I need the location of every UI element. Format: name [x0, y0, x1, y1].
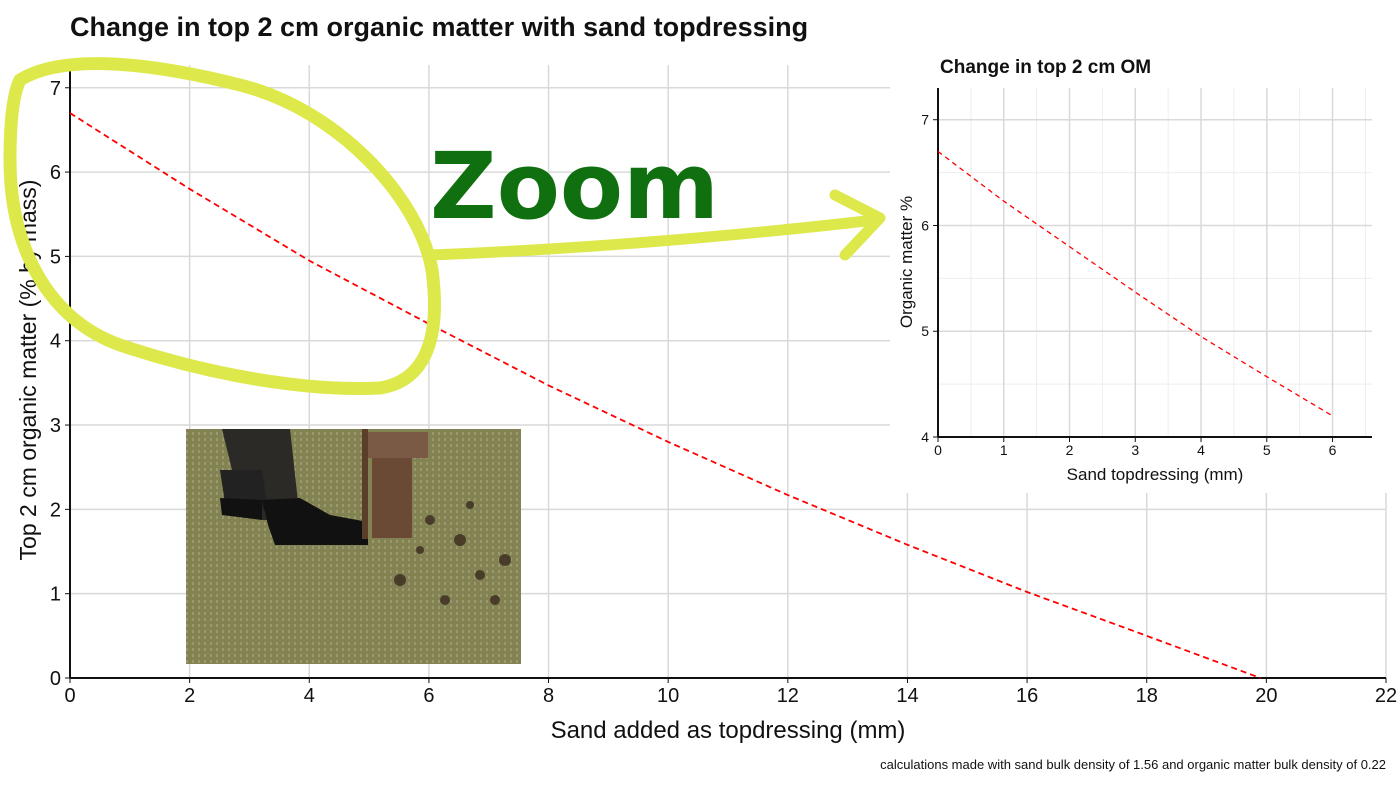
inset-x-tick-label: 4	[1197, 442, 1205, 458]
inset-x-tick-label: 2	[1066, 442, 1074, 458]
zoom-annotation: Zoom	[3, 57, 886, 395]
zoom-text: Zoom	[430, 133, 719, 240]
inset-x-tick-label: 1	[1000, 442, 1008, 458]
main-x-tick-label: 12	[777, 685, 799, 707]
main-x-tick-label: 6	[423, 685, 434, 707]
inset-title: Change in top 2 cm OM	[940, 57, 1151, 78]
inset-x-tick-label: 0	[934, 442, 942, 458]
main-y-tick-label: 4	[50, 331, 61, 353]
inset-y-tick-label: 5	[921, 323, 929, 339]
main-y-tick-label: 1	[50, 584, 61, 606]
inset-series-line	[937, 150, 1333, 417]
main-x-tick-label: 20	[1255, 685, 1277, 707]
turf-aeration-photo	[186, 429, 521, 664]
main-x-tick-label: 0	[64, 685, 75, 707]
main-series-line	[69, 112, 1261, 679]
main-x-tick-label: 8	[543, 685, 554, 707]
inset-x-tick-label: 3	[1131, 442, 1139, 458]
inset-y-label: Organic matter %	[897, 196, 916, 328]
main-x-tick-label: 18	[1136, 685, 1158, 707]
inset-y-tick-label: 6	[921, 217, 929, 233]
main-y-tick-label: 0	[50, 668, 61, 690]
main-x-label: Sand added as topdressing (mm)	[551, 717, 906, 744]
main-x-tick-label: 14	[896, 685, 918, 707]
inset-y-tick-label: 4	[921, 429, 929, 445]
caption: calculations made with sand bulk density…	[880, 757, 1386, 772]
inset-x-tick-label: 6	[1329, 442, 1337, 458]
main-x-tick-label: 2	[184, 685, 195, 707]
main-x-tick-label: 4	[304, 685, 315, 707]
highlight-ellipse	[3, 57, 441, 395]
arrow-icon	[424, 189, 886, 261]
main-y-tick-label: 7	[50, 78, 61, 100]
main-y-tick-label: 5	[50, 246, 61, 268]
main-y-tick-label: 6	[50, 162, 61, 184]
main-x-tick-label: 16	[1016, 685, 1038, 707]
main-y-tick-label: 2	[50, 499, 61, 521]
main-title: Change in top 2 cm organic matter with s…	[70, 12, 808, 42]
main-x-tick-label: 10	[657, 685, 679, 707]
main-x-tick-label: 22	[1375, 685, 1397, 707]
inset-y-tick-label: 7	[921, 112, 929, 128]
inset-x-label: Sand topdressing (mm)	[1067, 465, 1244, 484]
inset-x-tick-label: 5	[1263, 442, 1271, 458]
inset-chart: 0 1 2 3 4 5 6 4 5 6 7 Change in top 2 cm OM Sand t…	[890, 48, 1390, 493]
main-y-tick-label: 3	[50, 415, 61, 437]
